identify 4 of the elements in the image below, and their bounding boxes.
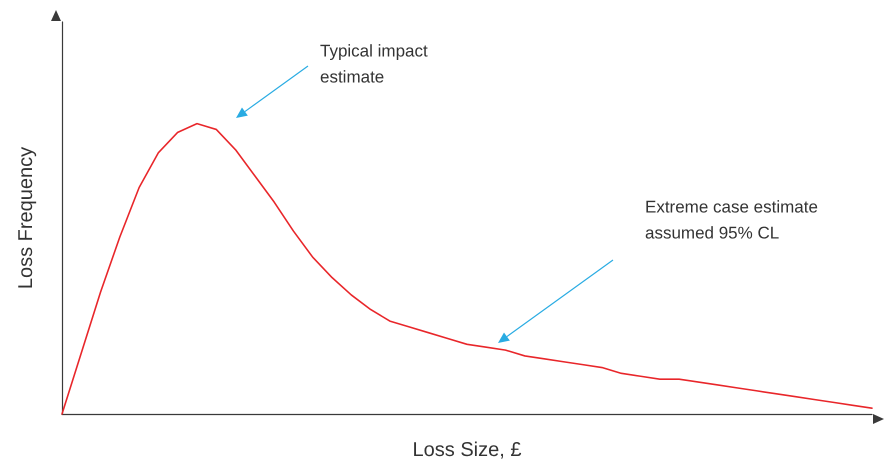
x-axis-title: Loss Size, £ [412, 439, 522, 461]
y-axis-title: Loss Frequency [15, 146, 37, 290]
text: Typical impact estimate [320, 42, 432, 86]
annotation: Extreme case estimate assumed 95% CL [645, 198, 823, 242]
